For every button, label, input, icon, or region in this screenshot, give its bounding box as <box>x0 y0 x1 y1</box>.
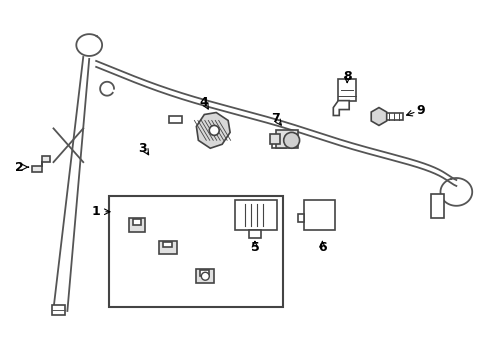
Bar <box>169 116 182 123</box>
Bar <box>249 230 261 238</box>
Text: 8: 8 <box>343 70 351 83</box>
Polygon shape <box>333 100 349 116</box>
Bar <box>51 305 65 315</box>
Bar <box>129 218 145 231</box>
Bar <box>431 194 444 218</box>
Circle shape <box>284 132 299 148</box>
Text: 2: 2 <box>15 161 24 174</box>
Polygon shape <box>371 108 387 125</box>
Text: 1: 1 <box>92 205 100 218</box>
Bar <box>200 270 209 276</box>
Bar <box>303 200 335 230</box>
Bar <box>109 196 283 307</box>
Text: 6: 6 <box>318 241 327 254</box>
Bar <box>276 130 297 148</box>
Text: 7: 7 <box>271 112 280 125</box>
Polygon shape <box>196 113 230 148</box>
Circle shape <box>209 125 219 135</box>
Bar <box>133 219 141 225</box>
Polygon shape <box>32 156 49 172</box>
Bar <box>196 269 214 283</box>
Circle shape <box>201 272 209 280</box>
Bar <box>381 113 403 121</box>
Text: 3: 3 <box>139 142 147 155</box>
Bar <box>297 214 303 222</box>
Bar <box>338 79 356 100</box>
Bar <box>159 240 176 255</box>
Text: 9: 9 <box>416 104 425 117</box>
Text: 5: 5 <box>250 241 259 254</box>
Bar <box>235 200 277 230</box>
Text: 4: 4 <box>199 96 208 109</box>
Bar <box>272 140 286 148</box>
Bar <box>163 242 172 247</box>
Bar <box>270 134 280 144</box>
